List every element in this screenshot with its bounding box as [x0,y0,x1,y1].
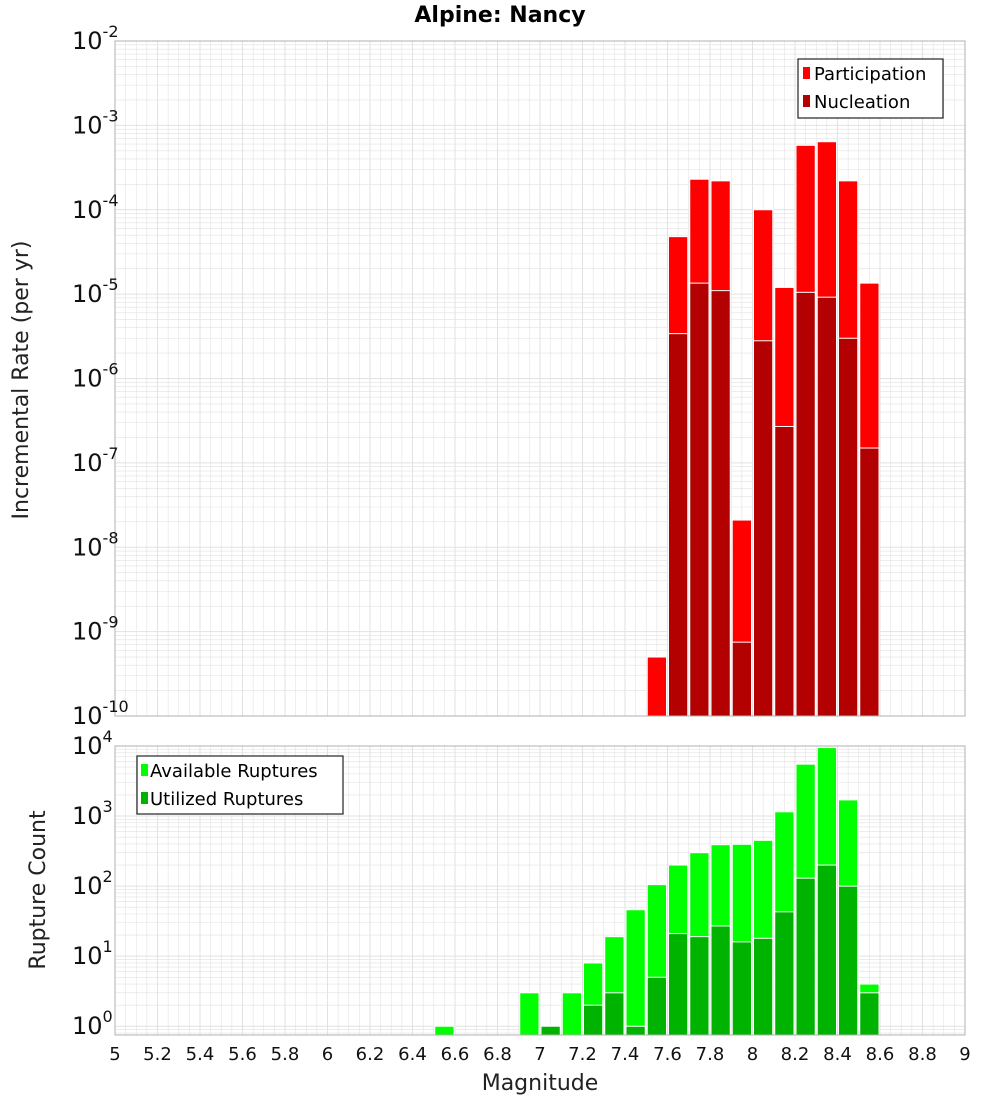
nucleation-bar [689,282,710,717]
x-tick-label: 5.8 [271,1044,300,1065]
utilized-bar [838,885,859,1036]
utilized-bar [540,1025,561,1036]
x-tick-label: 8.4 [823,1044,852,1065]
nucleation-bar [838,337,859,717]
utilized-bar [859,992,880,1036]
utilized-bar [625,1025,646,1036]
utilized-bar [604,992,625,1036]
utilized-bar [731,941,752,1036]
top-y-tick-label: 10-6 [72,360,119,393]
bottom-plot-panel: 104 103 102 101 100 Rupture Count Available … [26,727,966,1040]
utilized-bar [668,933,689,1036]
bottom-y-axis-label: Rupture Count [26,810,51,970]
x-tick-label: 6.8 [483,1044,512,1065]
top-y-tick-label: 10-5 [72,275,119,308]
top-y-tick-label: 10-2 [72,22,119,55]
x-axis-label: Magnitude [482,1071,599,1096]
nucleation-bar [816,296,837,717]
utilized-bar [689,936,710,1036]
bottom-y-tick-label: 104 [72,727,113,760]
x-tick-label: 5.6 [228,1044,257,1065]
bottom-legend-box [136,755,344,815]
x-tick-label: 6 [322,1044,333,1065]
top-y-tick-label: 10-9 [72,613,119,646]
x-tick-label: 7.4 [611,1044,640,1065]
utilized-legend-swatch [141,792,148,804]
utilized-bar [774,911,795,1036]
x-tick-label: 8.8 [908,1044,937,1065]
x-tick-label: 7.2 [568,1044,597,1065]
top-y-tick-label: 10-8 [72,528,119,561]
x-tick-label: 6.2 [356,1044,385,1065]
top-legend: Participation Nucleation [797,58,944,119]
x-tick-label: 7 [534,1044,545,1065]
utilized-bar [795,877,816,1036]
top-y-tick-label: 10-7 [72,444,119,477]
available-bar [519,992,540,1036]
participation-bar [646,656,667,717]
nucleation-legend-swatch [803,95,810,107]
available-bar [625,909,646,1036]
bottom-y-tick-label: 100 [72,1007,113,1040]
top-y-tick-label: 10-10 [72,697,129,730]
top-grid [114,40,966,717]
bottom-y-tick-label: 102 [72,867,113,900]
nucleation-bar [710,290,731,717]
nucleation-bar [668,333,689,717]
top-y-tick-label: 10-4 [72,191,119,224]
top-y-tick-labels: 10-2 10-3 10-4 10-5 10-6 10-7 10-8 10-9 10-10 [72,22,129,730]
bottom-y-tick-label: 101 [72,937,113,970]
x-tick-label: 6.6 [441,1044,470,1065]
x-tick-label: 5.4 [186,1044,215,1065]
bottom-legend: Available Ruptures Utilized Ruptures [136,755,344,815]
top-y-axis-label: Incremental Rate (per yr) [9,241,34,520]
x-tick-label: 9 [959,1044,970,1065]
x-tick-label: 6.4 [398,1044,427,1065]
x-tick-label: 8 [747,1044,758,1065]
top-plot-frame [114,40,966,717]
participation-legend-swatch [803,67,810,79]
nucleation-bar [774,425,795,717]
nucleation-bar [859,447,880,717]
available-bar [434,1025,455,1036]
top-y-tick-label: 10-3 [72,106,119,139]
nucleation-bar [795,291,816,717]
x-tick-label: 5.2 [143,1044,172,1065]
utilized-legend-label: Utilized Ruptures [150,789,303,810]
bottom-bars [434,747,880,1036]
available-legend-swatch [141,764,148,776]
x-tick-label: 7.6 [653,1044,682,1065]
x-tick-label: 8.2 [781,1044,810,1065]
bottom-y-tick-label: 103 [72,797,113,830]
x-tick-label: 7.8 [696,1044,725,1065]
available-bar [561,992,582,1036]
nucleation-bar [731,641,752,717]
x-tick-labels: 5 5.2 5.4 5.6 5.8 6 6.2 6.4 6.6 6.8 7 7.2 7.4 7.6 7.8 8… [109,1044,970,1065]
top-legend-box [797,58,944,119]
utilized-bar [710,925,731,1036]
chart-title: Alpine: Nancy [414,3,585,28]
utilized-bar [816,864,837,1036]
x-tick-label: 5 [109,1044,120,1065]
utilized-bar [646,976,667,1036]
nucleation-bar [753,340,774,717]
participation-legend-label: Participation [814,64,926,85]
available-legend-label: Available Ruptures [150,761,318,782]
bottom-y-tick-labels: 104 103 102 101 100 [72,727,113,1040]
utilized-bar [753,937,774,1036]
top-plot-panel: 10-2 10-3 10-4 10-5 10-6 10-7 10-8 10-9 10-10 In… [9,22,966,730]
nucleation-legend-label: Nucleation [814,92,910,113]
x-tick-label: 8.6 [866,1044,895,1065]
utilized-bar [583,1004,604,1036]
bottom-plot-frame [114,745,966,1036]
